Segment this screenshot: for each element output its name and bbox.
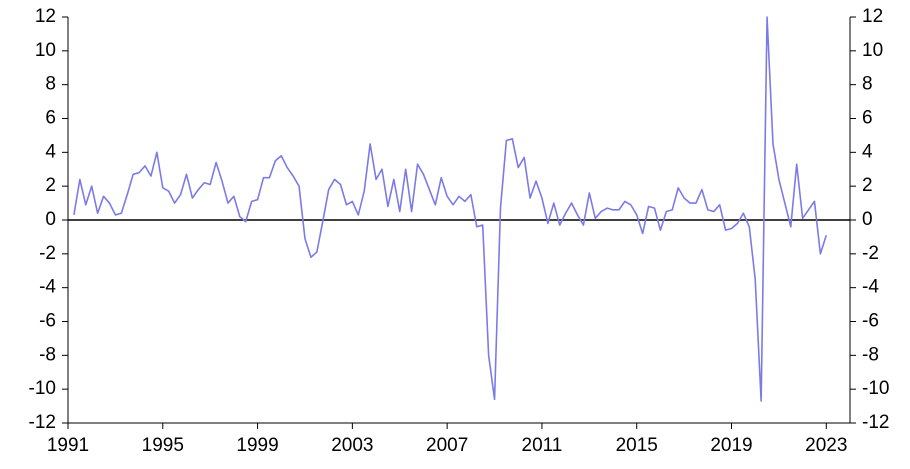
x-tick-label: 1995 xyxy=(142,435,184,456)
y-tick-label: -2 xyxy=(39,243,56,264)
x-tick-label: 2003 xyxy=(331,435,373,456)
y2-tick-label: 2 xyxy=(862,175,873,196)
x-tick-label: 2007 xyxy=(426,435,468,456)
y2-tick-label: 12 xyxy=(862,6,883,27)
y-tick-label: 10 xyxy=(35,40,56,61)
x-tick-label: 2015 xyxy=(616,435,658,456)
y2-tick-label: -6 xyxy=(862,311,879,332)
x-tick-label: 2023 xyxy=(805,435,847,456)
y2-tick-label: 0 xyxy=(862,209,873,230)
y-tick-label: 4 xyxy=(45,141,56,162)
data-line xyxy=(73,16,828,402)
y-tick-label: 8 xyxy=(45,74,56,95)
y-tick-label: -8 xyxy=(39,344,56,365)
x-tick-label: 2011 xyxy=(522,435,563,456)
y2-tick-label: -4 xyxy=(862,277,879,298)
y-tick-label: -6 xyxy=(39,311,56,332)
y-tick-label: 0 xyxy=(45,209,56,230)
y2-tick-label: 4 xyxy=(862,141,873,162)
y2-tick-label: -12 xyxy=(862,412,889,433)
y2-tick-label: 6 xyxy=(862,108,873,129)
y-tick-label: -12 xyxy=(29,412,56,433)
y2-tick-label: 10 xyxy=(862,40,883,61)
y2-tick-label: -8 xyxy=(862,344,879,365)
y2-tick-label: -2 xyxy=(862,243,879,264)
y-tick-label: -4 xyxy=(39,277,56,298)
y-tick-label: 2 xyxy=(45,175,56,196)
x-tick-label: 1999 xyxy=(236,435,278,456)
y2-tick-label: -10 xyxy=(862,378,889,399)
y-tick-label: 12 xyxy=(35,6,56,27)
x-tick-label: 2019 xyxy=(710,435,752,456)
x-tick-label: 1991 xyxy=(47,435,89,456)
y-tick-label: -10 xyxy=(29,378,56,399)
y2-tick-label: 8 xyxy=(862,74,873,95)
y-tick-label: 6 xyxy=(45,108,56,129)
